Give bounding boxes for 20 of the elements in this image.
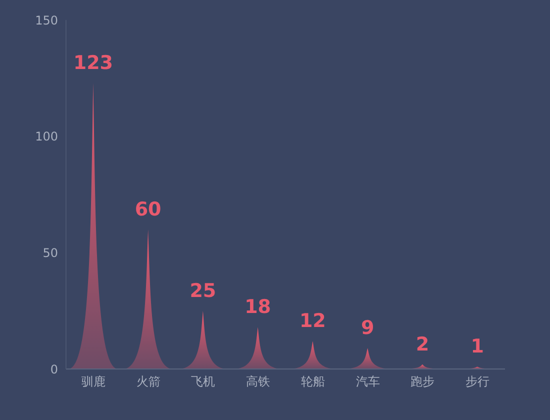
data-label: 18 [244, 296, 272, 318]
x-tick-label: 汽车 [356, 374, 380, 389]
x-tick-label: 跑步 [410, 374, 435, 389]
x-tick-label: 驯鹿 [81, 374, 106, 389]
data-label: 25 [190, 280, 216, 302]
data-label: 60 [134, 198, 162, 220]
x-tick-label: 飞机 [191, 374, 216, 389]
x-tick-label: 轮船 [300, 374, 325, 389]
y-tick-label: 100 [35, 130, 58, 144]
x-tick-label: 高铁 [246, 374, 270, 389]
data-label: 123 [73, 52, 114, 74]
data-label: 2 [416, 333, 430, 356]
data-label: 12 [299, 310, 326, 332]
x-tick-label: 步行 [466, 374, 490, 389]
data-label: 1 [470, 336, 484, 358]
data-label: 9 [360, 317, 374, 340]
y-tick-label: 50 [42, 246, 58, 260]
x-tick-label: 火箭 [136, 374, 160, 389]
y-tick-label: 150 [35, 13, 58, 28]
y-tick-label: 0 [50, 362, 58, 376]
